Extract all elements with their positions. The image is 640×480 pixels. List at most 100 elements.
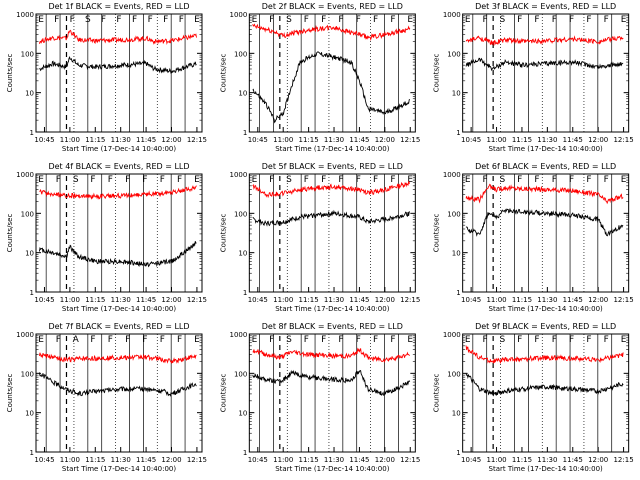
event-letter: F — [390, 15, 395, 25]
y-tick-label: 10 — [25, 250, 34, 258]
event-letter: F — [534, 15, 539, 25]
x-tick-label: 12:00 — [161, 296, 181, 304]
y-tick-label: 10 — [452, 90, 461, 98]
y-tick-label: 100 — [21, 210, 34, 218]
event-lines — [45, 14, 186, 132]
event-letter: F — [534, 175, 539, 185]
y-axis: 1 10 100 1000 — [230, 331, 416, 457]
y-axis-label: Counts/sec — [219, 214, 227, 253]
x-axis: 10:45 11:00 11:15 11:30 11:45 12:00 12:15 — [248, 127, 420, 144]
events-series-line — [252, 51, 411, 124]
y-tick-label: 1000 — [443, 171, 461, 179]
x-axis-label: Start Time (17-Dec-14 10:40:00) — [489, 465, 603, 473]
y-tick-label: 100 — [21, 50, 34, 58]
x-tick-label: 12:00 — [375, 136, 395, 144]
lld-series-line — [465, 183, 624, 205]
plot-frame — [35, 333, 203, 453]
event-letter: F — [517, 15, 522, 25]
event-letter: F — [373, 175, 378, 185]
event-letter: F — [56, 335, 61, 345]
event-letter: F — [177, 175, 182, 185]
events-series-line — [252, 209, 411, 227]
y-axis-label: Counts/sec — [6, 214, 14, 253]
x-axis-label: Start Time (17-Dec-14 10:40:00) — [489, 305, 603, 313]
plot-frame — [248, 13, 416, 133]
event-letter: F — [321, 175, 326, 185]
y-tick-label: 1 — [243, 449, 247, 457]
plot-frame — [35, 13, 203, 133]
event-letter: F — [517, 335, 522, 345]
event-letter: F — [356, 15, 361, 25]
chart-title: Det 4f BLACK = Events, RED = LLD — [48, 162, 189, 171]
x-axis: 10:45 11:00 11:15 11:30 11:45 12:00 12:15 — [461, 287, 634, 304]
event-letter: F — [148, 15, 153, 25]
chart-panel: Det 2f BLACK = Events, RED = LLD E F S F F F F F… — [219, 2, 420, 153]
chart-title: Det 2f BLACK = Events, RED = LLD — [262, 2, 403, 11]
chart-title: Det 5f BLACK = Events, RED = LLD — [262, 162, 403, 171]
event-letter: E — [252, 335, 258, 345]
x-axis-label: Start Time (17-Dec-14 10:40:00) — [489, 145, 603, 153]
x-tick-label: 12:15 — [400, 136, 420, 144]
lld-series-line — [465, 345, 624, 365]
y-tick-label: 10 — [238, 410, 247, 418]
x-tick-label: 10:45 — [461, 296, 481, 304]
x-tick-label: 11:45 — [563, 296, 583, 304]
event-letter: F — [517, 175, 522, 185]
event-letter: F — [56, 175, 61, 185]
y-axis-label: Counts/sec — [433, 54, 441, 93]
event-letter: F — [321, 15, 326, 25]
x-tick-label: 11:00 — [486, 136, 506, 144]
x-tick-label: 12:00 — [588, 456, 608, 464]
event-letter: F — [90, 175, 95, 185]
lld-series-line — [252, 180, 411, 199]
x-tick-label: 11:45 — [349, 456, 369, 464]
y-tick-label: 1 — [456, 449, 460, 457]
x-tick-label: 11:15 — [85, 456, 105, 464]
x-tick-label: 11:15 — [512, 456, 532, 464]
x-tick-label: 12:15 — [613, 136, 633, 144]
event-lines — [45, 174, 186, 292]
event-letter: F — [552, 15, 557, 25]
event-letter: S — [286, 335, 292, 345]
event-letter: E — [38, 175, 44, 185]
x-axis-label: Start Time (17-Dec-14 10:40:00) — [275, 465, 389, 473]
x-tick-label: 11:45 — [349, 296, 369, 304]
x-tick-label: 11:00 — [486, 296, 506, 304]
x-axis: 10:45 11:00 11:15 11:30 11:45 12:00 12:15 — [34, 287, 207, 304]
event-letter: E — [621, 175, 627, 185]
y-tick-label: 100 — [234, 210, 247, 218]
events-series-line — [38, 241, 197, 268]
event-letter: F — [356, 175, 361, 185]
event-letter: F — [304, 175, 309, 185]
x-tick-label: 10:45 — [34, 296, 54, 304]
chart-panel: Det 4f BLACK = Events, RED = LLD E F S F F F F F… — [6, 162, 207, 313]
events-series-line — [465, 373, 624, 397]
x-tick-label: 11:45 — [563, 136, 583, 144]
x-tick-label: 12:15 — [187, 136, 207, 144]
x-tick-label: 10:45 — [461, 136, 481, 144]
x-tick-label: 11:30 — [537, 136, 557, 144]
event-letter: E — [252, 175, 258, 185]
y-axis: 1 10 100 1000 — [443, 11, 629, 137]
x-tick-label: 11:00 — [273, 296, 293, 304]
event-lines — [45, 334, 186, 452]
event-letter: E — [38, 15, 44, 25]
x-tick-label: 12:15 — [187, 456, 207, 464]
y-axis-label: Counts/sec — [6, 374, 14, 413]
x-tick-label: 12:15 — [400, 456, 420, 464]
x-tick-label: 10:45 — [248, 456, 268, 464]
x-tick-label: 11:45 — [136, 456, 156, 464]
x-tick-label: 11:30 — [324, 456, 344, 464]
event-letter: F — [356, 335, 361, 345]
chart-panel: Det 9f BLACK = Events, RED = LLD E F S F F F F F… — [433, 322, 634, 473]
y-axis: 1 10 100 1000 — [230, 171, 416, 297]
x-tick-label: 12:00 — [588, 296, 608, 304]
event-letter: F — [338, 15, 343, 25]
plot-frame — [462, 13, 630, 133]
x-tick-label: 11:30 — [111, 136, 131, 144]
x-tick-label: 10:45 — [34, 456, 54, 464]
event-letter: F — [304, 335, 309, 345]
plot-frame — [248, 173, 416, 293]
